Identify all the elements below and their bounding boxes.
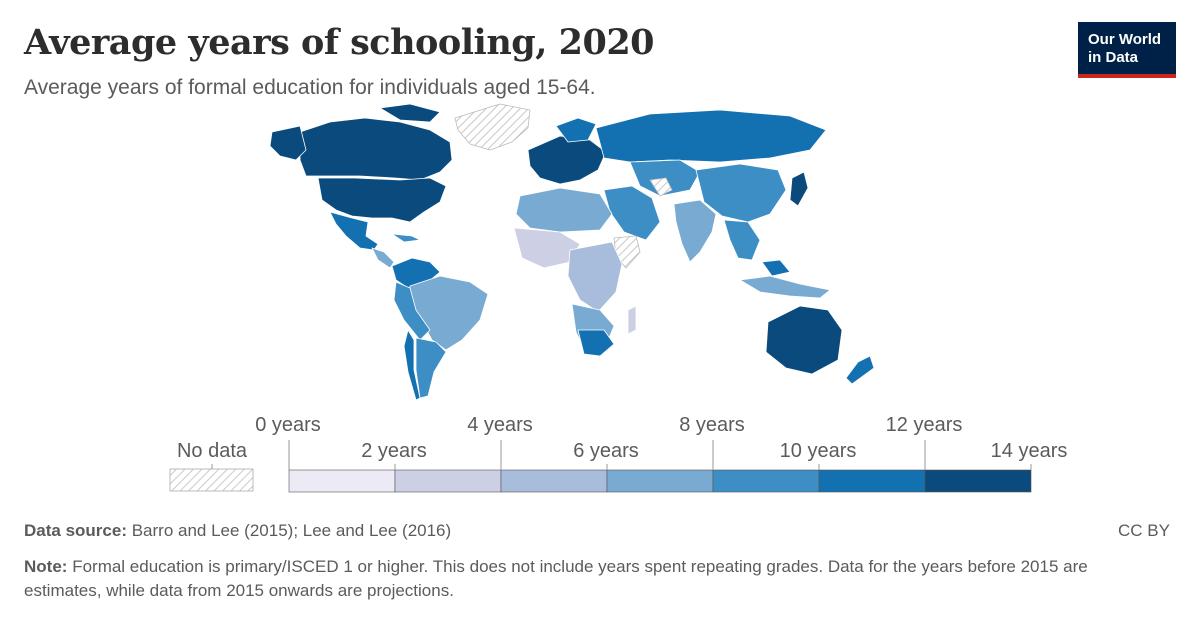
region-central-africa[interactable] <box>567 241 623 313</box>
license-label[interactable]: CC BY <box>1118 521 1170 540</box>
legend-bin-0[interactable] <box>288 469 396 493</box>
legend-label-12: 12 years <box>885 414 963 436</box>
region-madagascar[interactable] <box>627 305 637 335</box>
region-chile[interactable] <box>403 329 421 401</box>
legend-label-2: 2 years <box>361 440 427 462</box>
legend-bin-2[interactable] <box>500 469 608 493</box>
region-canada[interactable] <box>299 117 453 181</box>
region-southeast-asia[interactable] <box>723 219 761 261</box>
legend-bin-3[interactable] <box>606 469 714 493</box>
region-caribbean[interactable] <box>391 233 421 243</box>
region-greenland[interactable] <box>454 103 531 151</box>
region-china[interactable] <box>695 163 787 223</box>
page-subtitle: Average years of formal education for in… <box>24 76 596 99</box>
region-canada-arctic[interactable] <box>379 103 441 123</box>
region-afghanistan[interactable] <box>649 177 673 197</box>
legend-no-data-label: No data <box>176 440 248 462</box>
note: Note: Formal education is primary/ISCED … <box>24 555 1124 603</box>
region-scandinavia[interactable] <box>555 117 597 143</box>
region-central-america[interactable] <box>371 247 395 269</box>
region-middle-east[interactable] <box>603 185 661 241</box>
data-source-label: Data source: <box>24 521 127 540</box>
logo-line-1: Our World <box>1088 31 1162 48</box>
legend-label-8: 8 years <box>679 414 745 436</box>
region-north-africa[interactable] <box>515 187 613 233</box>
region-australia[interactable] <box>765 305 843 375</box>
legend-label-0: 0 years <box>255 414 321 436</box>
legend-label-4: 4 years <box>467 414 533 436</box>
legend-bin-4[interactable] <box>712 469 820 493</box>
legend-no-data-swatch <box>169 468 254 492</box>
legend-bin-5[interactable] <box>818 469 926 493</box>
legend-label-10: 10 years <box>779 440 857 462</box>
region-malaysia-philippines[interactable] <box>761 259 791 277</box>
region-argentina[interactable] <box>415 337 447 399</box>
data-source-text[interactable]: Barro and Lee (2015); Lee and Lee (2016) <box>131 521 452 540</box>
region-russia[interactable] <box>595 109 827 163</box>
region-peru-bolivia[interactable] <box>393 281 431 341</box>
data-source: Data source: Barro and Lee (2015); Lee a… <box>24 521 451 541</box>
region-mexico[interactable] <box>329 211 379 251</box>
note-text: Formal education is primary/ISCED 1 or h… <box>24 557 1088 600</box>
region-alaska[interactable] <box>269 125 307 161</box>
region-new-zealand[interactable] <box>845 355 875 385</box>
region-india[interactable] <box>673 199 717 263</box>
note-label: Note: <box>24 557 68 576</box>
legend-label-6: 6 years <box>573 440 639 462</box>
legend-bin-1[interactable] <box>394 469 502 493</box>
logo-line-2: in Data <box>1088 49 1139 66</box>
region-south-africa[interactable] <box>577 329 615 357</box>
legend-label-14: 14 years <box>990 440 1068 462</box>
page-title: Average years of schooling, 2020 <box>24 22 655 63</box>
region-united-states[interactable] <box>317 177 447 223</box>
region-indonesia[interactable] <box>739 275 831 299</box>
region-japan[interactable] <box>789 171 809 207</box>
owid-logo[interactable]: Our World in Data <box>1078 22 1176 78</box>
legend-bin-6[interactable] <box>924 469 1032 493</box>
